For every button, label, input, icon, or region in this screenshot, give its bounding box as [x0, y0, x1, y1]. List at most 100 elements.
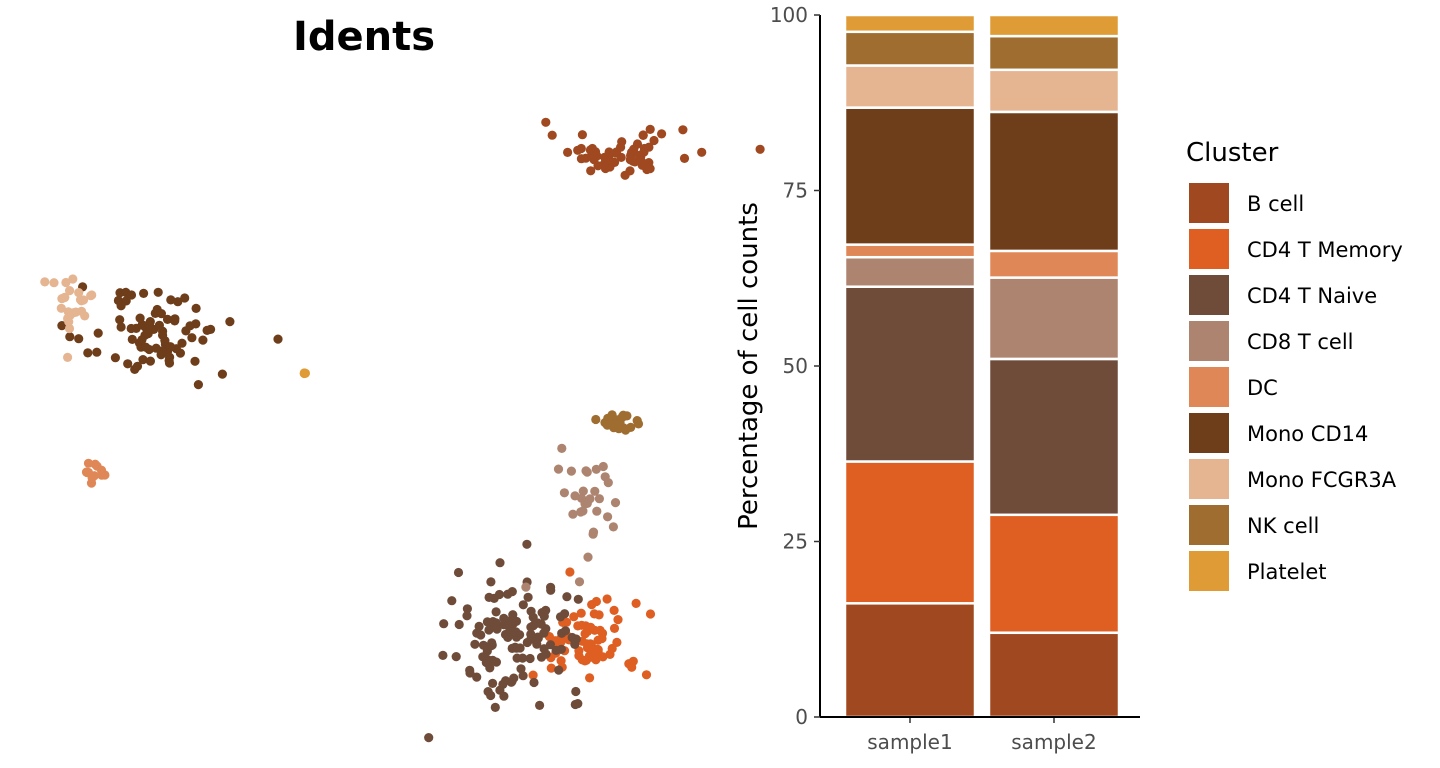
umap-point-mono-cd14	[115, 315, 125, 325]
umap-point-mono-cd14	[123, 359, 133, 369]
umap-point-cd4-t-naive	[472, 672, 482, 682]
umap-point-b-cell	[697, 147, 707, 157]
umap-point-cd4-t-naive	[541, 649, 551, 659]
umap-point-cd8-t-cell	[574, 577, 585, 587]
umap-point-mono-cd14	[74, 334, 84, 344]
umap-point-mono-cd14	[127, 334, 137, 344]
umap-point-cd8-t-cell	[590, 486, 600, 496]
umap-point-cd4-t-naive	[573, 699, 583, 709]
umap-point-cd4-t-naive	[481, 657, 491, 668]
umap-point-cd8-t-cell	[608, 522, 619, 532]
umap-point-b-cell	[541, 117, 551, 127]
umap-point-cd4-t-naive	[472, 628, 482, 638]
umap-point-cd4-t-memory	[580, 629, 590, 639]
umap-panel: Idents	[40, 14, 765, 743]
umap-point-mono-cd14	[173, 297, 183, 307]
umap-point-cd4-t-naive	[512, 653, 522, 663]
umap-point-cd8-t-cell	[576, 493, 587, 503]
umap-point-mono-cd14	[156, 350, 166, 360]
bar-segment-sample1-cd8-t-cell	[843, 255, 977, 288]
umap-point-cd4-t-naive	[499, 691, 509, 701]
umap-point-dc	[90, 459, 100, 469]
umap-point-cd8-t-cell	[594, 494, 605, 504]
umap-point-cd4-t-memory	[585, 673, 595, 683]
bar-segment-sample1-b-cell	[843, 602, 977, 719]
umap-point-b-cell	[645, 124, 655, 134]
bar-segment-sample2-mono-fcgr3a	[987, 68, 1121, 114]
umap-point-cd4-t-naive	[511, 616, 522, 626]
umap-point-mono-fcgr3a	[86, 291, 96, 301]
bar-segment-sample1-dc	[843, 243, 977, 259]
umap-point-cd4-t-naive	[453, 567, 464, 578]
umap-point-cd4-t-naive	[454, 619, 464, 630]
umap-point-cd4-t-memory	[609, 623, 620, 634]
umap-point-mono-cd14	[57, 321, 67, 331]
umap-point-cd8-t-cell	[576, 507, 586, 517]
umap-point-cd4-t-memory	[528, 670, 538, 680]
umap-point-cd4-t-memory	[576, 608, 586, 618]
umap-point-b-cell	[547, 130, 557, 140]
umap-point-mono-cd14	[141, 342, 151, 352]
umap-point-nk-cell	[618, 412, 628, 422]
umap-point-nk-cell	[591, 414, 601, 425]
umap-point-cd4-t-naive	[500, 629, 511, 640]
legend-swatch-mono-fcgr3a	[1189, 459, 1229, 499]
bar-segment-sample2-cd4-t-memory	[987, 513, 1121, 634]
bar-segment-sample2-dc	[987, 249, 1121, 279]
bar-segment-sample1-cd4-t-naive	[843, 285, 977, 463]
umap-point-cd4-t-naive	[546, 582, 556, 592]
y-tick-label: 50	[783, 354, 808, 378]
umap-point-mono-cd14	[273, 334, 283, 344]
legend-label: B cell	[1247, 192, 1304, 216]
umap-point-mono-cd14	[144, 320, 154, 330]
legend-label: DC	[1247, 376, 1278, 400]
umap-point-dc	[83, 458, 94, 468]
umap-point-cd8-t-cell	[592, 506, 602, 516]
umap-point-mono-fcgr3a	[64, 323, 75, 334]
umap-point-cd8-t-cell	[578, 486, 588, 496]
legend-swatch-platelet	[1189, 551, 1229, 591]
legend-swatch-mono-cd14	[1189, 413, 1229, 453]
umap-point-cd4-t-naive	[573, 594, 583, 604]
x-axis: sample1 sample2	[820, 716, 1140, 754]
umap-point-mono-cd14	[206, 324, 216, 334]
umap-point-cd4-t-naive	[491, 607, 501, 617]
bar-segment-sample2-nk-cell	[987, 34, 1121, 72]
umap-point-b-cell	[604, 147, 614, 157]
umap-point-mono-cd14	[180, 293, 190, 303]
umap-point-mono-fcgr3a	[75, 295, 86, 305]
umap-point-cd4-t-memory	[587, 600, 597, 610]
umap-point-cd4-t-memory	[641, 670, 652, 680]
umap-points	[40, 117, 765, 743]
umap-point-b-cell	[634, 150, 645, 160]
legend-title: Cluster	[1186, 138, 1279, 168]
y-tick-label: 0	[795, 705, 808, 729]
umap-point-mono-fcgr3a	[56, 303, 66, 313]
umap-point-mono-fcgr3a	[80, 311, 90, 321]
y-tick-label: 75	[783, 179, 808, 203]
umap-point-b-cell	[585, 145, 596, 155]
umap-point-cd8-t-cell	[582, 467, 592, 477]
umap-point-cd4-t-memory	[645, 609, 656, 619]
umap-point-mono-cd14	[156, 309, 166, 319]
y-tick-label: 25	[783, 530, 808, 554]
bar-segment-sample1-mono-fcgr3a	[843, 64, 977, 109]
umap-point-b-cell	[755, 144, 765, 154]
umap-point-cd4-t-naive	[486, 690, 496, 701]
umap-point-mono-cd14	[139, 288, 149, 298]
umap-point-cd4-t-naive	[494, 589, 504, 600]
umap-point-cd4-t-memory	[565, 567, 575, 577]
umap-point-cd4-t-naive	[447, 596, 457, 606]
umap-point-cd4-t-memory	[591, 655, 601, 665]
umap-point-cd4-t-memory	[628, 656, 638, 666]
umap-point-cd4-t-memory	[602, 594, 612, 604]
umap-point-b-cell	[649, 135, 659, 146]
umap-point-mono-cd14	[83, 348, 93, 358]
umap-point-cd8-t-cell	[583, 552, 593, 562]
umap-point-cd8-t-cell	[521, 582, 531, 592]
bar-panel: Percentage of cell counts 0 25 50 75 100 sam…	[734, 3, 1140, 754]
umap-point-cd4-t-naive	[486, 577, 496, 587]
legend-label: CD4 T Memory	[1247, 238, 1403, 262]
umap-point-mono-fcgr3a	[68, 274, 78, 284]
